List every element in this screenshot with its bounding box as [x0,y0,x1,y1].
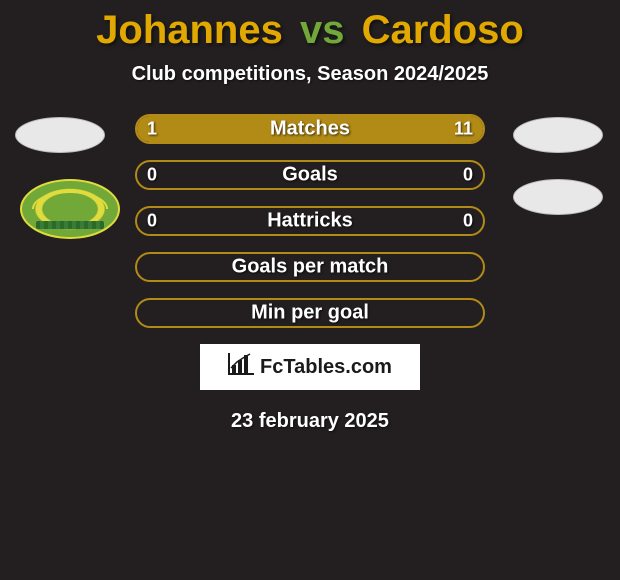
title-player2: Cardoso [362,8,524,52]
bar-label: Matches [137,118,483,141]
player1-team-badge [20,179,120,239]
comparison-bar-row: Min per goal [135,298,485,328]
comparison-bar-row: 00Hattricks [135,206,485,236]
comparison-bars: 111Matches 00Goals 00Hattricks Goals per ma… [135,114,485,328]
comparison-bar-row: 00Goals [135,160,485,190]
subtitle: Club competitions, Season 2024/2025 [0,63,620,86]
bar-label: Hattricks [137,210,483,233]
comparison-bar-row: Goals per match [135,252,485,282]
bar-chart-icon [228,353,254,381]
fctables-logo: FcTables.com [200,344,420,390]
bar-label: Min per goal [137,302,483,325]
comparison-bar-row: 111Matches [135,114,485,144]
player2-team-badge-placeholder [513,179,603,215]
bar-label: Goals per match [137,256,483,279]
title-player1: Johannes [96,8,283,52]
player2-avatar-placeholder [513,117,603,153]
date-label: 23 february 2025 [0,410,620,433]
page-title: Johannes vs Cardoso [0,0,620,53]
title-vs: vs [300,8,345,52]
player1-avatar-placeholder [15,117,105,153]
bar-label: Goals [137,164,483,187]
fctables-logo-text: FcTables.com [260,356,392,379]
